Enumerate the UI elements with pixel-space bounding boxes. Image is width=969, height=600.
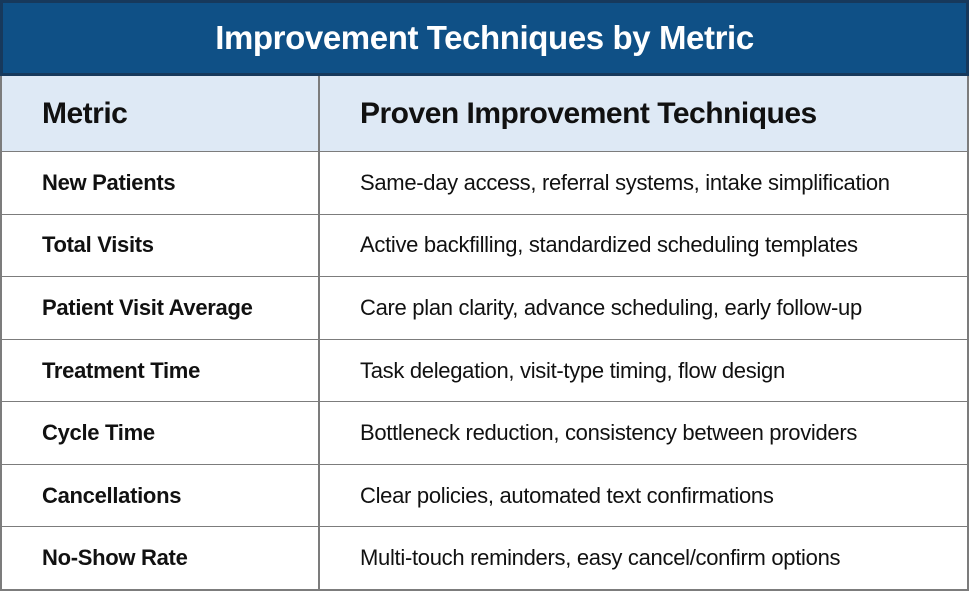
column-header-techniques: Proven Improvement Techniques: [360, 96, 817, 130]
table-title-bar: Improvement Techniques by Metric: [0, 0, 969, 76]
table-title: Improvement Techniques by Metric: [215, 19, 754, 56]
metric-cell: Total Visits: [2, 214, 320, 277]
metric-cell: Treatment Time: [2, 339, 320, 402]
table-row: No-Show Rate Multi-touch reminders, easy…: [2, 527, 967, 590]
table-row: Treatment Time Task delegation, visit-ty…: [2, 339, 967, 403]
table-header-row: Metric Proven Improvement Techniques: [2, 76, 967, 152]
techniques-cell: Same-day access, referral systems, intak…: [360, 169, 890, 195]
techniques-cell: Task delegation, visit-type timing, flow…: [360, 357, 785, 383]
metric-cell: Cycle Time: [2, 402, 320, 464]
table-row: Patient Visit Average Care plan clarity,…: [2, 277, 967, 340]
techniques-cell: Multi-touch reminders, easy cancel/confi…: [360, 545, 841, 571]
column-header-metric: Metric: [2, 76, 320, 151]
table-row: New Patients Same-day access, referral s…: [2, 152, 967, 215]
metric-cell: Patient Visit Average: [2, 277, 320, 339]
table-row: Cycle Time Bottleneck reduction, consist…: [2, 402, 967, 465]
techniques-cell: Bottleneck reduction, consistency betwee…: [360, 420, 858, 446]
metric-cell: New Patients: [2, 152, 320, 214]
techniques-cell: Clear policies, automated text confirmat…: [360, 482, 774, 508]
metric-cell: Cancellations: [2, 464, 320, 527]
metric-cell: No-Show Rate: [2, 527, 320, 590]
table-row: Cancellations Clear policies, automated …: [2, 464, 967, 528]
techniques-cell: Active backfilling, standardized schedul…: [360, 232, 858, 258]
techniques-cell: Care plan clarity, advance scheduling, e…: [360, 294, 862, 320]
table-row: Total Visits Active backfilling, standar…: [2, 214, 967, 278]
metrics-table: Metric Proven Improvement Techniques New…: [0, 76, 969, 591]
